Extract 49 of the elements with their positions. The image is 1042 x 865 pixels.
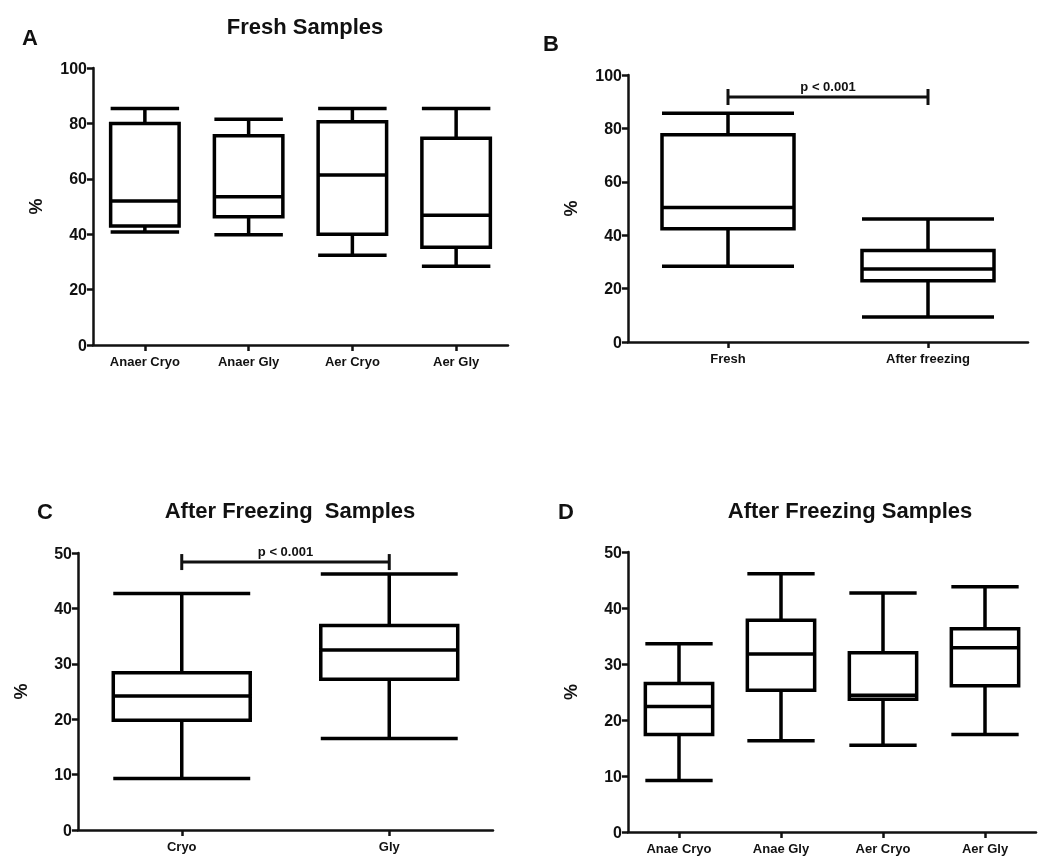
y-tick-label: 20 [604, 280, 623, 298]
x-tick-label: Anaer Cryo [109, 354, 180, 369]
y-tick-label: 80 [69, 114, 88, 132]
text: D [558, 498, 574, 524]
y-tick-label: 30 [54, 655, 73, 673]
y-tick-label: 20 [604, 711, 623, 729]
y-tick-label: 40 [54, 599, 73, 617]
x-tick-label: Aer Cryo [855, 841, 911, 856]
x-tick-label: After freezing [886, 351, 970, 366]
x-tick-label: Aer Gly [433, 354, 481, 369]
text: A [22, 24, 38, 50]
y-axis-title: % [561, 683, 581, 701]
y-tick-label: 0 [78, 336, 88, 354]
x-tick-label: Anae Gly [752, 841, 810, 856]
y-tick-label: 100 [60, 59, 88, 77]
y-tick-label: 50 [604, 543, 623, 561]
chart-title: After Freezing Samples [727, 497, 973, 523]
y-tick-label: 50 [54, 544, 73, 562]
y-tick-label: 20 [54, 710, 73, 728]
y-tick-label: 0 [613, 333, 623, 351]
y-axis-title: % [26, 198, 46, 215]
text: B [543, 30, 559, 56]
y-tick-label: 60 [604, 173, 623, 191]
y-tick-label: 0 [63, 821, 73, 839]
annotation: p < 0.001 [800, 79, 856, 94]
y-tick-label: 10 [604, 767, 623, 785]
x-tick-label: Cryo [166, 839, 197, 854]
y-axis-title: % [11, 683, 31, 700]
y-tick-label: 100 [595, 66, 623, 84]
y-tick-label: 20 [69, 281, 88, 299]
annotation: p < 0.001 [257, 544, 314, 560]
y-tick-label: 30 [604, 655, 623, 673]
y-axis-title: % [561, 200, 581, 217]
y-tick-label: 0 [613, 823, 623, 841]
y-tick-label: 40 [604, 599, 623, 617]
x-tick-label: Gly [378, 839, 401, 854]
chart-title: Fresh Samples [226, 13, 384, 39]
y-tick-label: 40 [69, 225, 88, 243]
text: C [37, 498, 53, 524]
y-tick-label: 80 [604, 119, 623, 137]
x-tick-label: Anaer Gly [217, 354, 281, 369]
x-tick-label: Fresh [710, 351, 746, 366]
y-tick-label: 60 [69, 170, 88, 188]
chart-title: After Freezing Samples [164, 497, 416, 523]
x-tick-label: Aer Gly [961, 841, 1009, 856]
y-tick-label: 10 [54, 766, 73, 784]
y-tick-label: 40 [604, 226, 623, 244]
x-tick-label: Anae Cryo [646, 841, 712, 856]
x-tick-label: Aer Cryo [324, 354, 380, 369]
